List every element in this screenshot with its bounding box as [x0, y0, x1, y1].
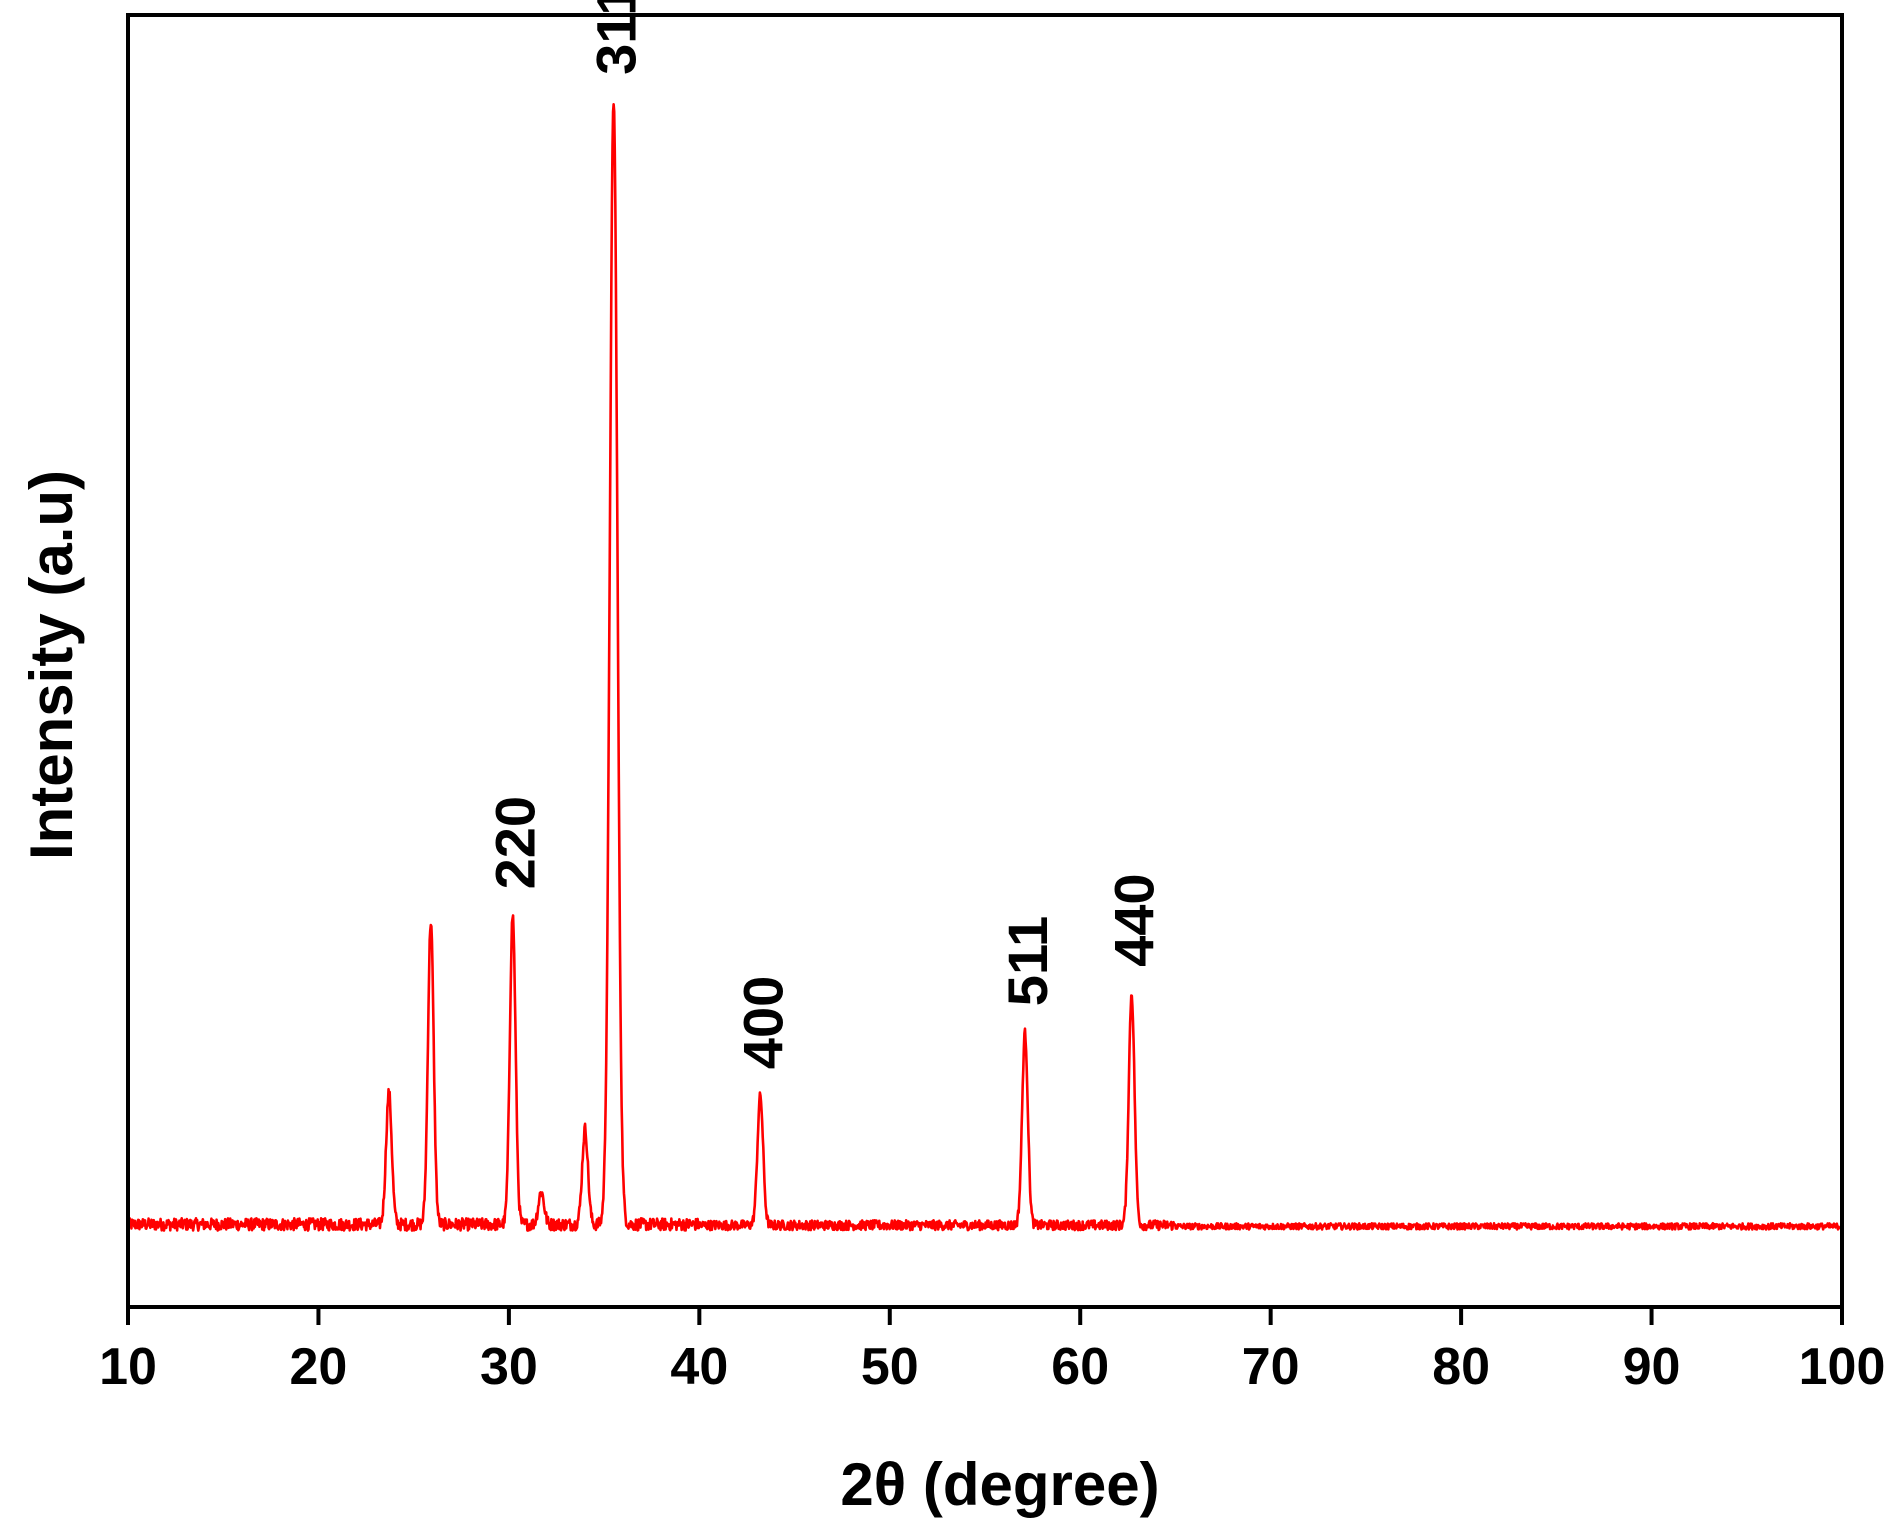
peak-label-511: 511 — [996, 916, 1059, 1006]
peak-label-220: 220 — [484, 796, 547, 889]
x-tick-label: 30 — [480, 1338, 538, 1396]
y-axis-title: Intensity (a.u) — [18, 470, 85, 860]
peak-annotations: 220 311 400 511 440 — [484, 0, 1166, 1069]
x-tick-label: 50 — [861, 1338, 919, 1396]
peak-label-400: 400 — [731, 976, 794, 1069]
x-tick-label: 100 — [1799, 1338, 1886, 1396]
x-axis-ticks: 10 20 30 40 50 60 70 80 90 100 — [99, 1307, 1885, 1396]
x-tick-label: 80 — [1432, 1338, 1490, 1396]
peak-label-440: 440 — [1103, 873, 1166, 966]
x-tick-label: 70 — [1242, 1338, 1300, 1396]
plot-frame — [126, 13, 1844, 1309]
plot-area — [126, 103, 1844, 1232]
x-tick-label: 60 — [1051, 1338, 1109, 1396]
x-tick-label: 10 — [99, 1338, 157, 1396]
x-tick-label: 90 — [1623, 1338, 1681, 1396]
x-tick-label: 20 — [290, 1338, 348, 1396]
x-axis-title: 2θ (degree) — [840, 1451, 1159, 1518]
xrd-series-line — [126, 103, 1844, 1232]
x-tick-label: 40 — [670, 1338, 728, 1396]
peak-label-311: 311 — [585, 0, 648, 75]
